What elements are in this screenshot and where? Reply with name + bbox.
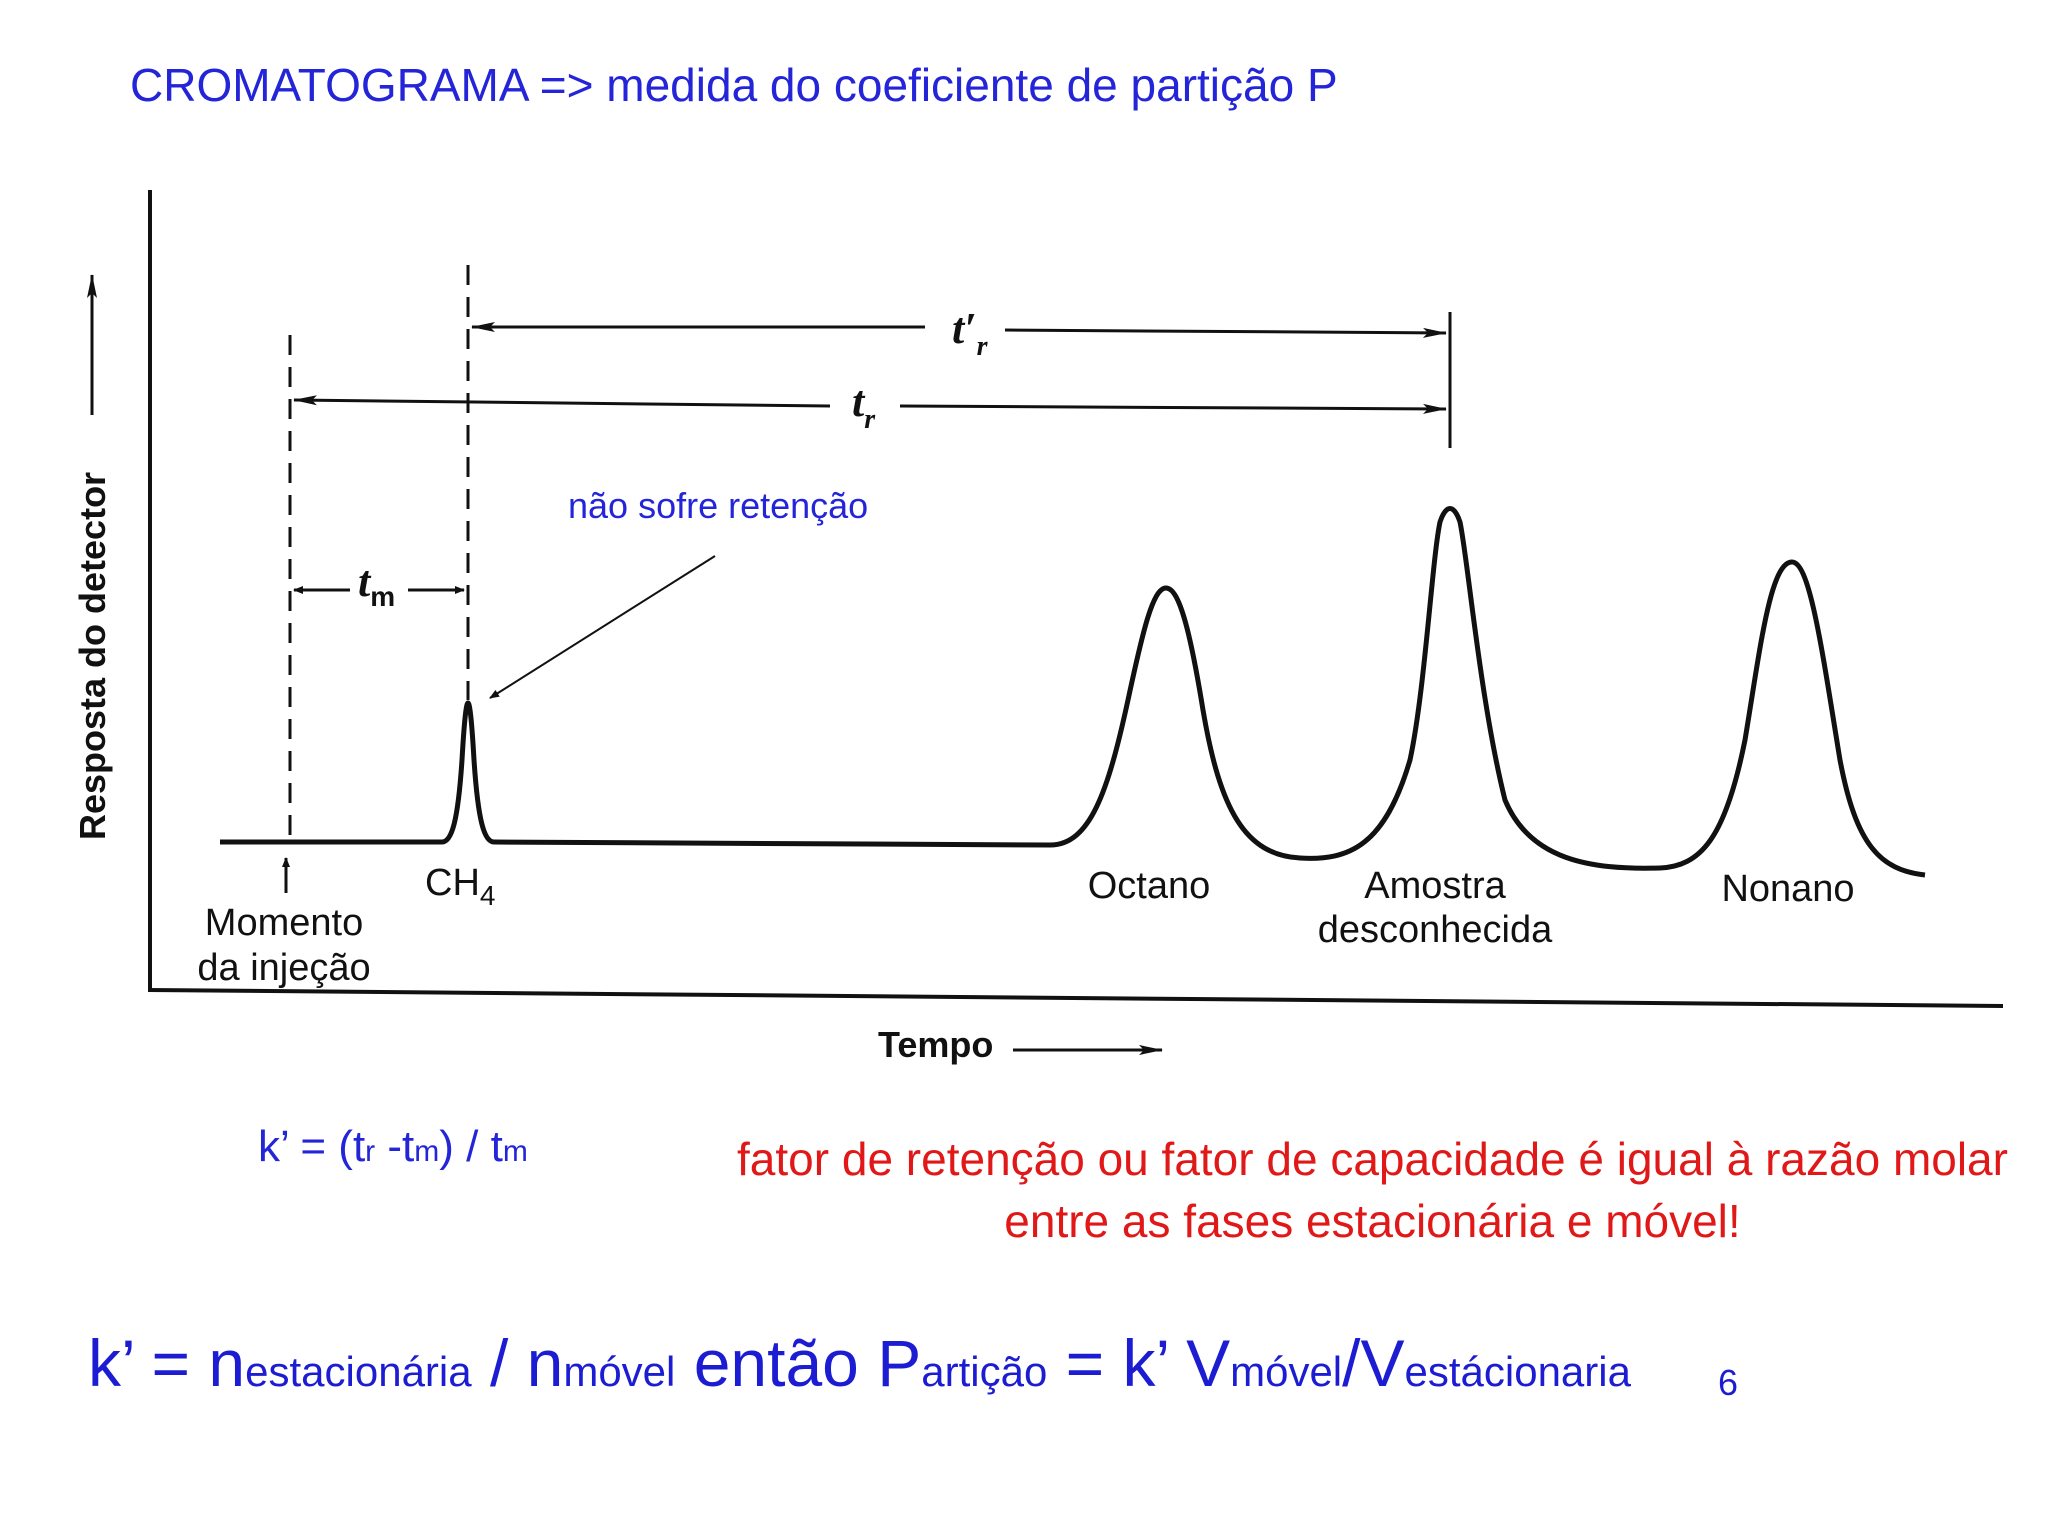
tm-label: tm — [358, 557, 395, 612]
svg-text:Tempo: Tempo — [878, 1024, 993, 1065]
partition-coefficient-formula: k’ = nestacionária / nmóvel então Partiç… — [88, 1326, 1631, 1400]
injection-label-line2: da injeção — [197, 947, 370, 989]
injection-label: Momento — [205, 902, 363, 944]
retention-factor-formula: k’ = (tr -tm) / tm — [258, 1122, 528, 1171]
trp-label: t′r — [952, 304, 989, 362]
ch4-label: CH4 — [425, 862, 495, 911]
nonano-label: Nonano — [1721, 868, 1854, 910]
no-retention-note: não sofre retenção — [568, 485, 868, 526]
note-pointer-arrow — [489, 555, 716, 699]
y-axis-title: Resposta do detector — [72, 274, 113, 840]
x-axis-line — [147, 988, 2004, 1008]
x-axis-title: Tempo — [878, 1024, 1163, 1065]
octano-label: Octano — [1088, 865, 1211, 907]
retention-factor-definition: fator de retenção ou fator de capacidade… — [737, 1133, 2008, 1247]
chromatogram-trace — [220, 506, 1926, 878]
retention-time-arrow — [293, 395, 1447, 414]
page-number: 6 — [1718, 1362, 1739, 1403]
adjusted-retention-time-arrow — [471, 322, 1447, 338]
slide-title: CROMATOGRAMA => medida do coeficiente de… — [130, 59, 1338, 111]
sample-label: Amostra — [1364, 865, 1506, 907]
sample-label-line2: desconhecida — [1318, 909, 1553, 951]
svg-text:Resposta do detector: Resposta do detector — [72, 472, 113, 840]
tr-label: tr — [852, 377, 876, 435]
